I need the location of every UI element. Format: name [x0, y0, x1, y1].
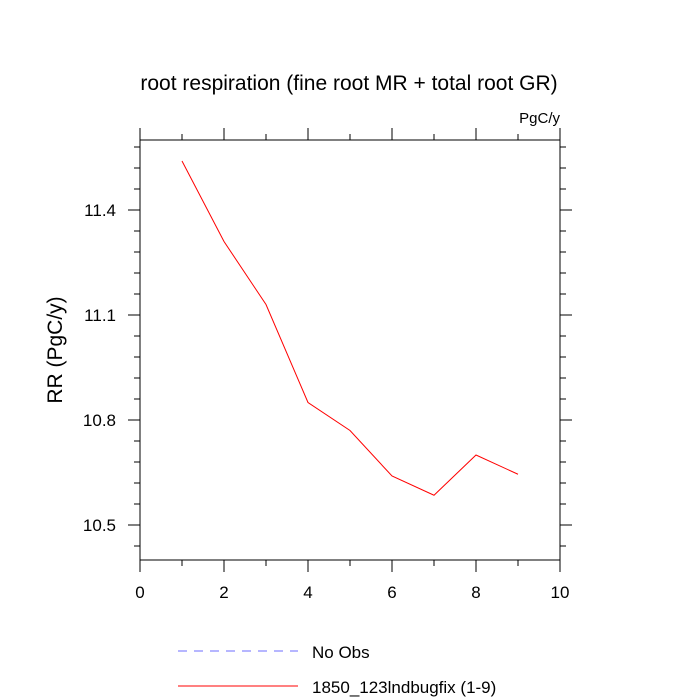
axis-ticks	[128, 128, 572, 572]
units-label: PgC/y	[519, 110, 560, 127]
x-tick-label: 0	[135, 583, 144, 602]
y-tick-label: 11.4	[84, 201, 116, 220]
chart-title: root respiration (fine root MR + total r…	[140, 72, 557, 95]
x-tick-label: 8	[471, 583, 480, 602]
legend-label: 1850_123lndbugfix (1-9)	[312, 678, 496, 697]
x-tick-label: 4	[303, 583, 312, 602]
series-line	[181, 160, 519, 496]
legend: No Obs 1850_123lndbugfix (1-9)	[178, 643, 496, 697]
plot-frame	[139, 139, 561, 561]
legend-label: No Obs	[312, 643, 370, 662]
x-tick-label: 6	[387, 583, 396, 602]
y-axis-label: RR (PgC/y)	[44, 296, 67, 403]
y-tick-label: 10.5	[83, 516, 116, 535]
x-tick-label: 10	[551, 583, 570, 602]
series-lines	[181, 160, 519, 496]
y-tick-label: 11.1	[84, 306, 116, 325]
axis-tick-labels: 0 2 4 6 8 10 10.5 10.8 11.1 11.4	[83, 201, 570, 602]
x-tick-label: 2	[219, 583, 228, 602]
y-tick-label: 10.8	[83, 411, 116, 430]
